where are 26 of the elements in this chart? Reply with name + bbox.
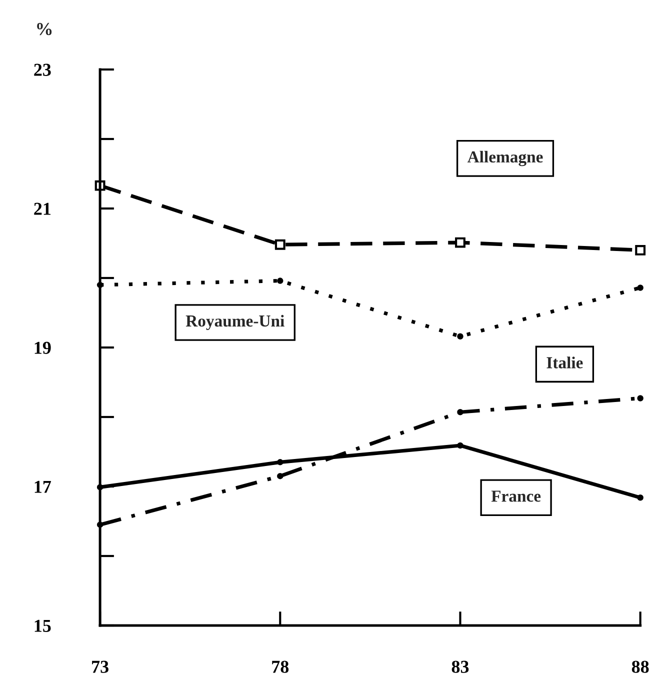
x-tick-label: 78	[272, 660, 289, 673]
x-tick-label: 83	[452, 660, 469, 673]
y-tick-label: 15	[34, 620, 51, 632]
series-label: Royaume-Uni	[186, 314, 284, 330]
point	[274, 239, 286, 250]
y-axis-title: %	[37, 22, 52, 36]
point	[455, 237, 466, 248]
point	[277, 278, 284, 284]
y-tick-label: 21	[34, 202, 51, 215]
x-tick-label: 73	[92, 660, 108, 673]
point	[637, 284, 644, 291]
point	[457, 333, 464, 340]
point	[637, 395, 644, 402]
point	[637, 494, 644, 501]
point	[457, 409, 464, 416]
point	[277, 459, 284, 466]
point	[635, 244, 646, 256]
point	[277, 472, 284, 480]
y-tick-label: 23	[34, 64, 51, 76]
x-tick-label: 88	[632, 660, 649, 673]
point	[457, 442, 464, 449]
text: Allemagne	[467, 150, 543, 166]
y-tick-label: 19	[34, 342, 51, 354]
series-label: France	[491, 490, 541, 502]
y-tick-label: 17	[34, 480, 51, 493]
text: Italie	[546, 356, 583, 368]
